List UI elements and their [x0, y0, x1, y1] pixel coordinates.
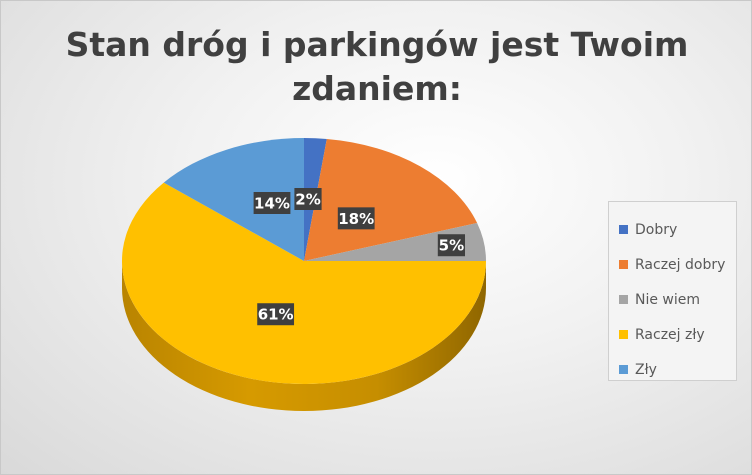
chart-title-line: zdaniem:: [292, 69, 462, 108]
pie-slices: [121, 138, 486, 384]
legend-item-dobry: Dobry: [619, 212, 736, 247]
legend-item-zly: Zły: [619, 352, 736, 387]
pie-slice-zly: [163, 138, 304, 261]
data-label-text: 61%: [258, 306, 294, 324]
data-label-text: 18%: [338, 210, 374, 228]
data-label-text: 2%: [295, 191, 320, 209]
data-label-background: [294, 188, 322, 210]
pie-side: [122, 261, 486, 411]
pie-data-labels: 2% 18% 5% 61% 14%: [253, 188, 466, 326]
pie-slice-raczej-zly: [121, 182, 486, 384]
chart-title-line: Stan dróg i parkingów jest Twoim: [65, 25, 689, 64]
legend-label: Raczej dobry: [635, 256, 726, 273]
legend-label: Zły: [635, 361, 657, 378]
legend-item-raczej-dobry: Raczej dobry: [619, 247, 736, 282]
legend-swatch: [619, 225, 628, 234]
data-label-text: 14%: [254, 195, 290, 213]
data-label-text: 5%: [439, 237, 464, 255]
pie-side-wall: [122, 261, 486, 411]
data-label-raczej-dobry: 18%: [337, 207, 375, 230]
data-label-background: [257, 303, 295, 326]
pie-slice-raczej-dobry: [304, 138, 478, 261]
legend-label: Raczej zły: [635, 326, 705, 343]
legend: Dobry Raczej dobry Nie wiem Raczej zły Zły: [608, 201, 737, 381]
legend-swatch: [619, 330, 628, 339]
legend-swatch: [619, 295, 628, 304]
legend-label: Dobry: [635, 221, 678, 238]
data-label-background: [253, 192, 291, 214]
data-label-zly: 14%: [253, 192, 291, 214]
data-label-dobry: 2%: [294, 188, 322, 210]
legend-label: Nie wiem: [635, 291, 701, 308]
legend-item-nie-wiem: Nie wiem: [619, 282, 736, 317]
legend-item-raczej-zly: Raczej zły: [619, 317, 736, 352]
data-label-background: [437, 234, 466, 257]
data-label-nie-wiem: 5%: [437, 234, 466, 257]
chart-title: Stan dróg i parkingów jest Twoim zdaniem…: [1, 23, 751, 111]
legend-swatch: [619, 260, 628, 269]
legend-swatch: [619, 365, 628, 374]
data-label-background: [337, 207, 375, 230]
data-label-raczej-zly: 61%: [257, 303, 295, 326]
